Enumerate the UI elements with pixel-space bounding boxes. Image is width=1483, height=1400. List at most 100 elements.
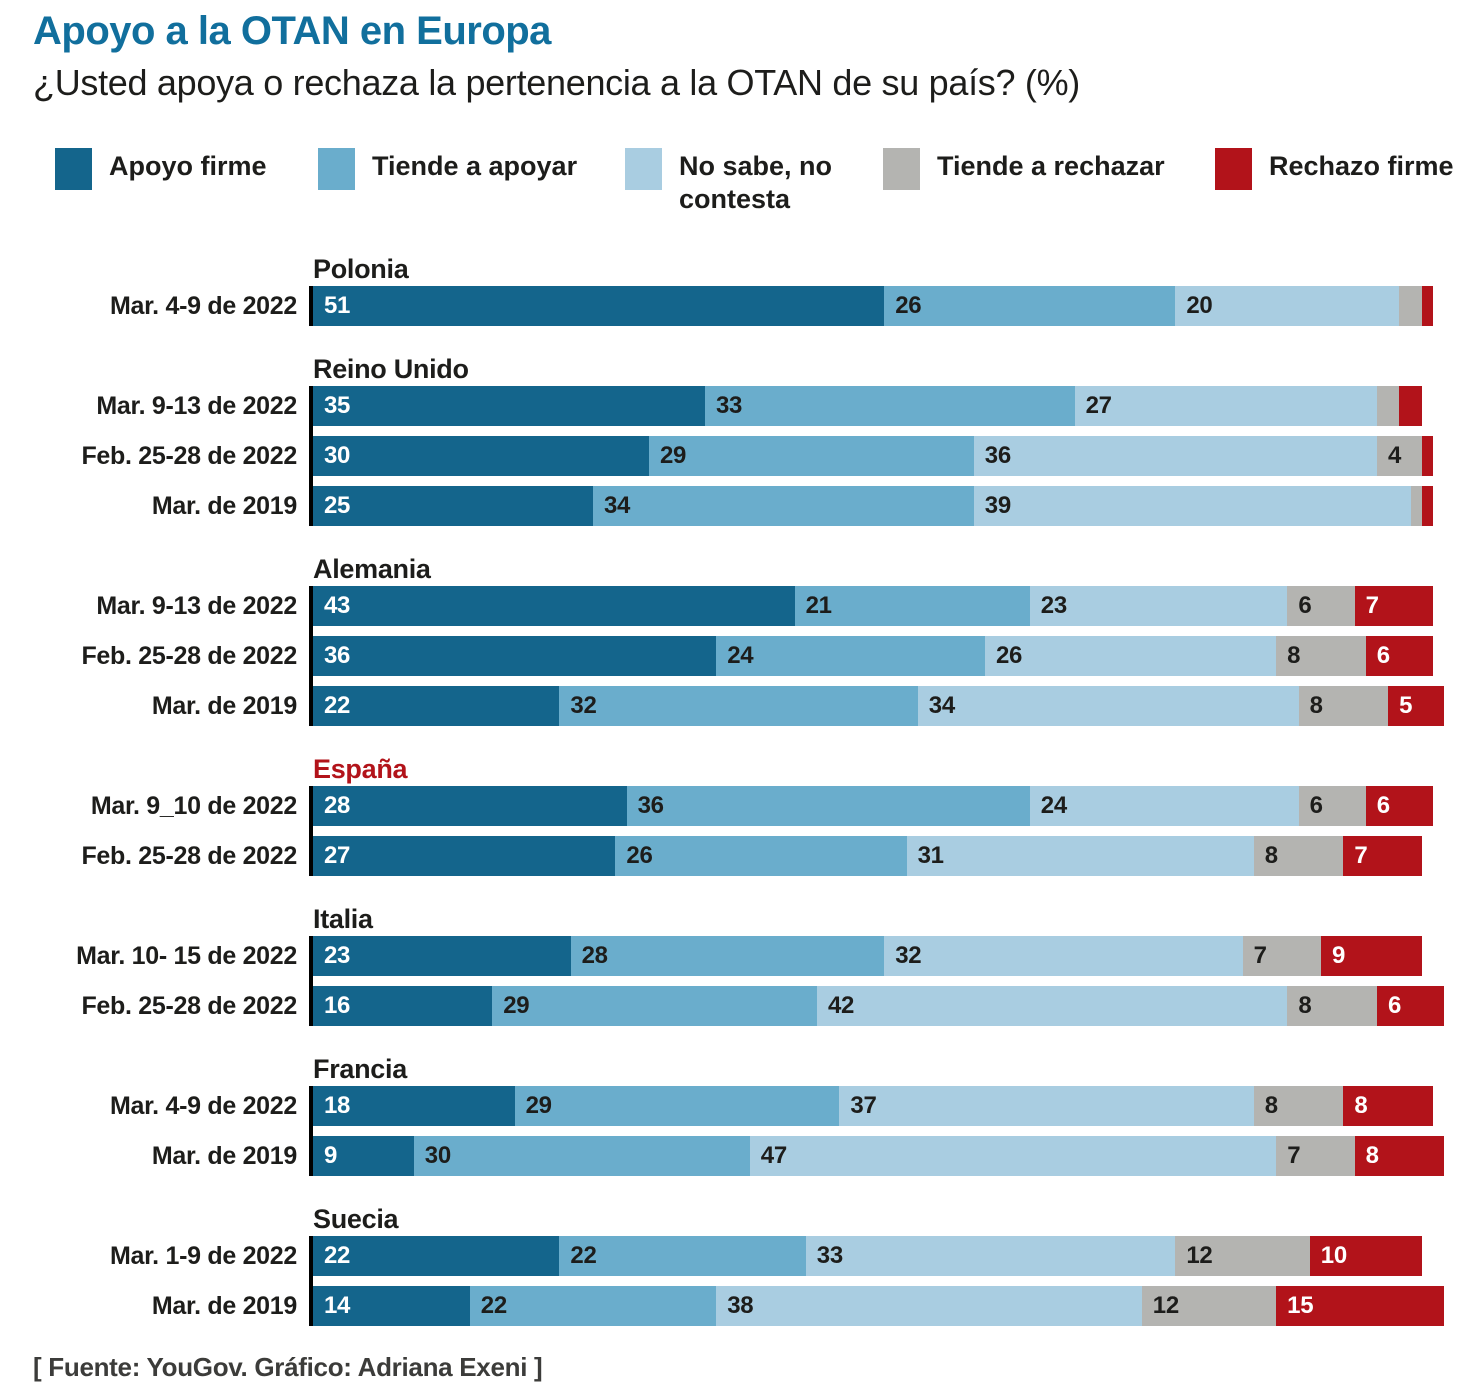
chart: Polonia Mar. 4-9 de 2022 51 26 20 Reino Unido… <box>33 252 1483 1326</box>
legend-label: Apoyo firme <box>109 151 267 181</box>
country-group-espana: España Mar. 9_10 de 2022 28 36 24 6 6 Feb. 25-2… <box>33 752 1483 876</box>
country-label: Reino Unido <box>313 354 469 384</box>
segment-rechazo-firme: 7 <box>1354 586 1433 626</box>
bar-row: Mar. 9-13 de 2022 35 33 27 <box>33 386 1483 426</box>
country-group-reino-unido: Reino Unido Mar. 9-13 de 2022 35 33 27 Feb. 2… <box>33 352 1483 526</box>
value-label: 12 <box>1152 1292 1179 1319</box>
date-label: Mar. 9_10 de 2022 <box>90 792 297 820</box>
value-label: 37 <box>850 1092 877 1119</box>
segment-apoyo-firme: 51 <box>313 286 885 326</box>
segment-tiende-a-rechazar: 8 <box>1298 686 1389 726</box>
segment-tiende-a-rechazar: 12 <box>1141 1286 1277 1326</box>
bar-row: Mar. de 2019 22 32 34 8 5 <box>33 686 1483 726</box>
segment-rechazo-firme: 10 <box>1309 1236 1422 1276</box>
stacked-bar: 23 28 32 7 9 <box>309 936 1422 976</box>
legend-item-no-sabe-no-contesta: No sabe, no contesta <box>625 148 852 216</box>
legend-swatch-icon <box>625 148 662 190</box>
segment-no-sabe-no-contesta: 27 <box>1074 386 1377 426</box>
segment-apoyo-firme: 23 <box>313 936 571 976</box>
value-label: 8 <box>1264 842 1278 869</box>
bar-row: Mar. de 2019 25 34 39 <box>33 486 1483 526</box>
value-label: 6 <box>1376 792 1390 819</box>
segment-tiende-a-rechazar: 7 <box>1242 936 1321 976</box>
value-label: 29 <box>525 1092 552 1119</box>
segment-no-sabe-no-contesta: 20 <box>1175 286 1400 326</box>
country-label: Alemania <box>313 554 431 584</box>
date-label: Mar. de 2019 <box>151 492 297 520</box>
segment-no-sabe-no-contesta: 33 <box>805 1236 1176 1276</box>
segment-no-sabe-no-contesta: 31 <box>906 836 1254 876</box>
segment-apoyo-firme: 9 <box>313 1136 414 1176</box>
bar-row: Mar. 9_10 de 2022 28 36 24 6 6 <box>33 786 1483 826</box>
country-label: España <box>313 754 408 784</box>
bar-row: Mar. 1-9 de 2022 22 22 33 12 10 <box>33 1236 1483 1276</box>
segment-apoyo-firme: 28 <box>313 786 627 826</box>
segment-apoyo-firme: 27 <box>313 836 616 876</box>
segment-no-sabe-no-contesta: 32 <box>884 936 1243 976</box>
stacked-bar: 51 26 20 <box>309 286 1433 326</box>
value-label: 8 <box>1264 1092 1278 1119</box>
axis-line <box>309 936 313 1026</box>
segment-tiende-a-apoyar: 29 <box>514 1086 840 1126</box>
value-label: 22 <box>324 692 351 719</box>
segment-rechazo-firme: 7 <box>1343 836 1422 876</box>
date-label: Feb. 25-28 de 2022 <box>81 842 297 870</box>
value-label: 16 <box>324 992 351 1019</box>
segment-apoyo-firme: 16 <box>313 986 493 1026</box>
value-label: 7 <box>1354 842 1368 869</box>
value-label: 38 <box>727 1292 754 1319</box>
value-label: 10 <box>1320 1242 1347 1269</box>
segment-tiende-a-apoyar: 24 <box>716 636 985 676</box>
value-label: 47 <box>760 1142 787 1169</box>
segment-rechazo-firme: 6 <box>1376 986 1445 1026</box>
stacked-bar: 43 21 23 6 7 <box>309 586 1433 626</box>
country-label: Polonia <box>313 254 409 284</box>
segment-rechazo-firme <box>1399 386 1422 426</box>
value-label: 27 <box>1085 392 1112 419</box>
date-label: Mar. 9-13 de 2022 <box>96 392 297 420</box>
value-label: 34 <box>928 692 955 719</box>
segment-tiende-a-apoyar: 33 <box>705 386 1075 426</box>
segment-rechazo-firme: 5 <box>1388 686 1445 726</box>
value-label: 29 <box>660 442 687 469</box>
value-label: 23 <box>324 942 351 969</box>
value-label: 33 <box>816 1242 843 1269</box>
value-label: 29 <box>503 992 530 1019</box>
segment-no-sabe-no-contesta: 24 <box>1029 786 1299 826</box>
segment-rechazo-firme <box>1421 486 1433 526</box>
legend: Apoyo firme Tiende a apoyar No sabe, no co… <box>33 148 1483 246</box>
bar-row: Mar. 4-9 de 2022 18 29 37 8 8 <box>33 1086 1483 1126</box>
segment-tiende-a-rechazar: 8 <box>1253 836 1344 876</box>
date-label: Mar. 10- 15 de 2022 <box>76 942 297 970</box>
bar-row: Feb. 25-28 de 2022 16 29 42 8 6 <box>33 986 1483 1026</box>
value-label: 24 <box>727 642 754 669</box>
value-label: 22 <box>324 1242 351 1269</box>
segment-apoyo-firme: 25 <box>313 486 593 526</box>
value-label: 9 <box>324 1142 338 1169</box>
bar-row: Mar. de 2019 9 30 47 7 8 <box>33 1136 1483 1176</box>
legend-item-rechazo-firme: Rechazo firme <box>1215 148 1454 190</box>
segment-apoyo-firme: 22 <box>313 686 560 726</box>
axis-line <box>309 286 313 326</box>
bar-row: Mar. de 2019 14 22 38 12 15 <box>33 1286 1483 1326</box>
value-label: 26 <box>626 842 653 869</box>
segment-tiende-a-apoyar: 26 <box>884 286 1176 326</box>
legend-item-tiende-a-rechazar: Tiende a rechazar <box>883 148 1165 190</box>
segment-tiende-a-rechazar: 12 <box>1175 1236 1310 1276</box>
country-group-italia: Italia Mar. 10- 15 de 2022 23 28 32 7 9 Feb. 25… <box>33 902 1483 1026</box>
segment-tiende-a-rechazar: 6 <box>1287 586 1355 626</box>
value-label: 20 <box>1186 292 1213 319</box>
segment-rechazo-firme: 8 <box>1354 1136 1445 1176</box>
country-rows: Mar. 9_10 de 2022 28 36 24 6 6 Feb. 25-28 de 2… <box>33 786 1483 876</box>
bar-row: Mar. 4-9 de 2022 51 26 20 <box>33 286 1483 326</box>
bar-row: Feb. 25-28 de 2022 36 24 26 8 6 <box>33 636 1483 676</box>
value-label: 6 <box>1298 592 1312 619</box>
segment-rechazo-firme: 15 <box>1276 1286 1445 1326</box>
legend-item-apoyo-firme: Apoyo firme <box>55 148 267 190</box>
value-label: 25 <box>324 492 351 519</box>
segment-tiende-a-apoyar: 22 <box>559 1236 806 1276</box>
legend-item-tiende-a-apoyar: Tiende a apoyar <box>318 148 577 190</box>
value-label: 42 <box>827 992 855 1019</box>
date-label: Mar. 9-13 de 2022 <box>96 592 297 620</box>
date-label: Feb. 25-28 de 2022 <box>81 442 297 470</box>
